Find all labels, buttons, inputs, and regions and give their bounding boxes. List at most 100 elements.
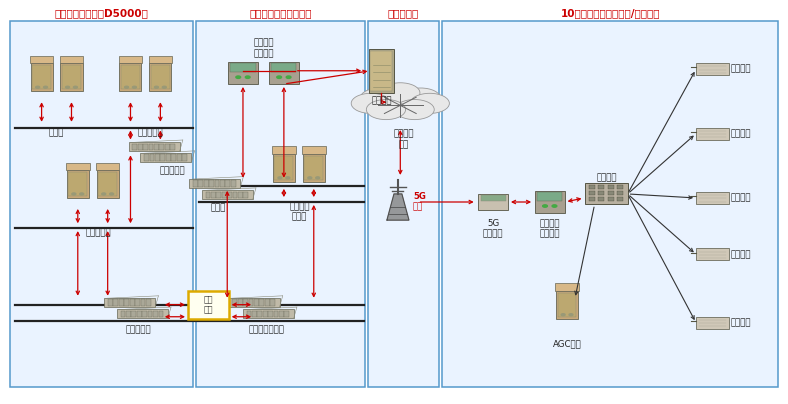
FancyBboxPatch shape	[268, 311, 273, 317]
FancyBboxPatch shape	[269, 62, 299, 84]
FancyBboxPatch shape	[171, 154, 176, 161]
FancyBboxPatch shape	[284, 311, 289, 317]
FancyBboxPatch shape	[150, 154, 154, 161]
Circle shape	[381, 83, 420, 103]
FancyBboxPatch shape	[272, 146, 296, 154]
FancyBboxPatch shape	[370, 50, 392, 91]
Circle shape	[569, 314, 573, 316]
FancyBboxPatch shape	[210, 180, 214, 187]
Text: 通信主站: 通信主站	[371, 96, 392, 105]
FancyBboxPatch shape	[189, 179, 240, 188]
FancyBboxPatch shape	[271, 63, 296, 72]
FancyBboxPatch shape	[97, 170, 119, 198]
FancyBboxPatch shape	[108, 299, 113, 306]
FancyBboxPatch shape	[225, 180, 230, 187]
Text: 运营商网络: 运营商网络	[388, 8, 419, 19]
FancyBboxPatch shape	[165, 143, 169, 150]
Text: 10千伏分布式光伏电站/地方电厂: 10千伏分布式光伏电站/地方电厂	[560, 8, 660, 19]
Circle shape	[381, 95, 420, 116]
FancyBboxPatch shape	[188, 291, 229, 319]
FancyBboxPatch shape	[132, 143, 137, 150]
FancyBboxPatch shape	[104, 298, 155, 307]
Text: 前置交换机: 前置交换机	[125, 325, 151, 334]
FancyBboxPatch shape	[598, 197, 604, 201]
FancyBboxPatch shape	[135, 299, 140, 306]
Circle shape	[286, 76, 291, 78]
FancyBboxPatch shape	[556, 290, 578, 319]
Circle shape	[72, 193, 76, 195]
FancyBboxPatch shape	[158, 311, 163, 317]
FancyBboxPatch shape	[204, 180, 209, 187]
FancyBboxPatch shape	[147, 311, 153, 317]
FancyBboxPatch shape	[369, 48, 394, 93]
Circle shape	[110, 193, 113, 195]
FancyBboxPatch shape	[230, 63, 255, 72]
FancyBboxPatch shape	[537, 192, 563, 201]
FancyBboxPatch shape	[252, 311, 257, 317]
FancyBboxPatch shape	[243, 299, 248, 306]
FancyBboxPatch shape	[96, 162, 120, 170]
FancyBboxPatch shape	[478, 194, 508, 210]
Circle shape	[154, 86, 158, 88]
Polygon shape	[387, 194, 409, 220]
FancyBboxPatch shape	[60, 56, 84, 63]
FancyBboxPatch shape	[696, 317, 729, 329]
Circle shape	[43, 86, 47, 88]
FancyBboxPatch shape	[119, 56, 143, 63]
FancyBboxPatch shape	[146, 299, 151, 306]
FancyBboxPatch shape	[265, 299, 269, 306]
Circle shape	[561, 314, 565, 316]
FancyBboxPatch shape	[214, 180, 220, 187]
FancyBboxPatch shape	[202, 190, 253, 199]
FancyBboxPatch shape	[556, 283, 579, 290]
FancyBboxPatch shape	[143, 311, 147, 317]
FancyBboxPatch shape	[117, 309, 168, 318]
FancyBboxPatch shape	[558, 292, 577, 317]
FancyBboxPatch shape	[128, 143, 180, 151]
Text: 应用服务器: 应用服务器	[137, 128, 163, 137]
FancyBboxPatch shape	[481, 195, 506, 201]
Circle shape	[543, 205, 548, 207]
FancyBboxPatch shape	[61, 63, 83, 91]
FancyBboxPatch shape	[273, 311, 278, 317]
FancyBboxPatch shape	[138, 143, 143, 150]
FancyBboxPatch shape	[161, 154, 165, 161]
Circle shape	[552, 205, 557, 207]
FancyBboxPatch shape	[143, 143, 148, 150]
FancyBboxPatch shape	[159, 143, 165, 150]
Circle shape	[245, 76, 250, 78]
Text: 5G
基站: 5G 基站	[413, 192, 426, 212]
FancyBboxPatch shape	[195, 21, 365, 387]
Circle shape	[401, 88, 440, 108]
Text: AGC子站: AGC子站	[552, 339, 582, 348]
FancyBboxPatch shape	[589, 191, 595, 195]
Circle shape	[236, 76, 240, 78]
FancyBboxPatch shape	[120, 63, 142, 91]
Text: 交换机: 交换机	[211, 204, 226, 213]
FancyBboxPatch shape	[608, 197, 614, 201]
FancyBboxPatch shape	[254, 299, 258, 306]
FancyBboxPatch shape	[155, 154, 160, 161]
FancyBboxPatch shape	[608, 185, 614, 189]
FancyBboxPatch shape	[238, 191, 243, 198]
FancyBboxPatch shape	[696, 63, 729, 75]
Text: 无线采集
服务器: 无线采集 服务器	[289, 202, 310, 221]
FancyBboxPatch shape	[696, 192, 729, 204]
FancyBboxPatch shape	[229, 298, 280, 307]
Circle shape	[125, 86, 128, 88]
Text: 测控装置: 测控装置	[730, 65, 751, 74]
Circle shape	[351, 93, 391, 114]
Circle shape	[286, 177, 290, 179]
Circle shape	[410, 93, 449, 114]
Text: 工作站: 工作站	[49, 128, 65, 137]
FancyBboxPatch shape	[119, 299, 124, 306]
FancyBboxPatch shape	[150, 63, 171, 91]
FancyBboxPatch shape	[302, 146, 325, 154]
FancyBboxPatch shape	[303, 154, 325, 182]
FancyBboxPatch shape	[69, 172, 87, 196]
FancyBboxPatch shape	[166, 154, 171, 161]
FancyBboxPatch shape	[137, 311, 142, 317]
FancyBboxPatch shape	[66, 162, 90, 170]
FancyBboxPatch shape	[30, 56, 54, 63]
Circle shape	[308, 177, 312, 179]
